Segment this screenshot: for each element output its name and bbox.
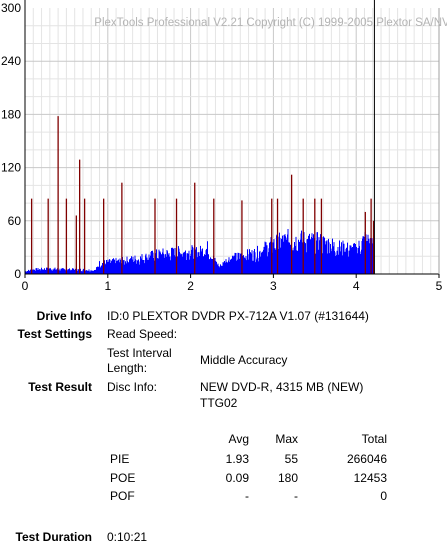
y-tick-label: 300 xyxy=(1,1,21,15)
drive-info-label: Drive Info xyxy=(36,309,92,323)
disc-info-value-line2: TTG02 xyxy=(200,396,238,410)
test-duration-value: 0:10:21 xyxy=(107,530,148,544)
header-total: Total xyxy=(361,432,387,446)
y-tick-label: 180 xyxy=(1,107,21,121)
test-result-label: Test Result xyxy=(28,380,92,394)
row-pie-total: 266046 xyxy=(346,452,387,466)
chart-title: PlexTools Professional V2.21 Copyright (… xyxy=(94,17,447,29)
interval-value: Middle Accuracy xyxy=(200,353,288,367)
header-max: Max xyxy=(275,432,298,446)
row-pie-avg: 1.93 xyxy=(225,452,249,466)
read-speed-label: Read Speed: xyxy=(107,327,178,341)
row-pof-avg: - xyxy=(245,489,249,503)
error-chart: 0 60 120 180 240 300 0 1 2 3 4 5 PlexTools Professi… xyxy=(1,0,447,293)
x-tick-label: 3 xyxy=(270,279,277,293)
row-pie-name: PIE xyxy=(110,452,130,466)
x-tick-label: 0 xyxy=(22,279,29,293)
x-tick-label: 2 xyxy=(187,279,194,293)
poe-series xyxy=(30,116,375,274)
row-pof-total: 0 xyxy=(380,489,387,503)
row-pie-max: 55 xyxy=(284,452,298,466)
row-poe-avg: 0.09 xyxy=(225,471,249,485)
row-poe-total: 12453 xyxy=(353,471,387,485)
y-tick-label: 240 xyxy=(1,54,21,68)
disc-info-value-line1: NEW DVD-R, 4315 MB (NEW) xyxy=(200,380,364,394)
axes xyxy=(24,0,440,278)
interval-label-line2: Length: xyxy=(107,361,148,375)
y-tick-label: 120 xyxy=(1,161,21,175)
row-pof-name: POF xyxy=(110,489,135,503)
disc-info-label: Disc Info: xyxy=(107,380,158,394)
y-tick-label: 0 xyxy=(14,267,21,281)
x-tick-label: 1 xyxy=(104,279,111,293)
test-settings-label: Test Settings xyxy=(17,327,92,341)
header-avg: Avg xyxy=(228,432,249,446)
drive-info-value: ID:0 PLEXTOR DVDR PX-712A V1.07 (#131644… xyxy=(107,309,369,323)
test-duration-label: Test Duration xyxy=(15,530,92,544)
y-tick-label: 60 xyxy=(8,214,22,228)
row-poe-max: 180 xyxy=(277,471,298,485)
tick-labels: 0 60 120 180 240 300 0 1 2 3 4 5 xyxy=(1,1,443,293)
interval-label-line1: Test Interval xyxy=(107,346,172,360)
row-pof-max: - xyxy=(294,489,298,503)
x-tick-label: 5 xyxy=(436,279,443,293)
row-poe-name: POE xyxy=(110,471,136,485)
x-tick-label: 4 xyxy=(353,279,360,293)
